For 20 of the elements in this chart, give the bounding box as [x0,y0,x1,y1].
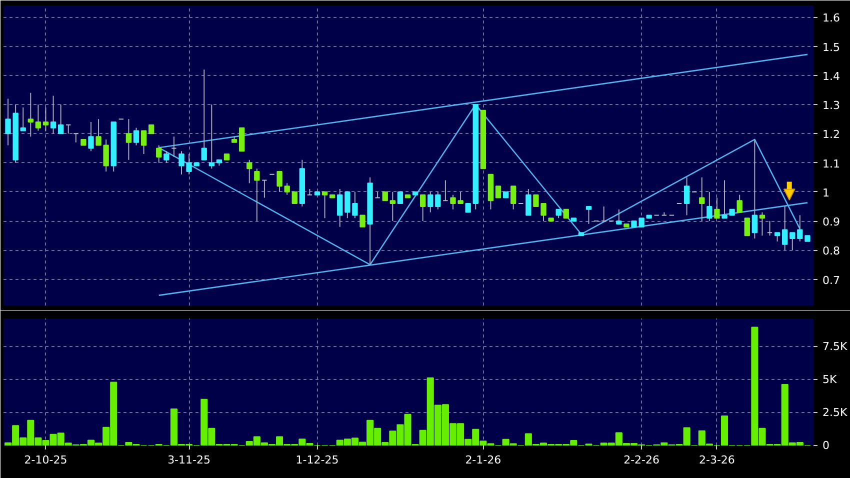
y-tick-label: 2.5K [822,406,848,419]
y-tick-label: 1.3 [822,99,840,112]
x-tick-label: 3-11-25 [168,454,211,466]
y-tick-label: 0 [822,439,830,452]
y-tick-label: 7.5K [822,340,848,353]
y-tick-label: 5K [822,372,838,386]
x-tick-label: 2-3-26 [698,454,735,466]
y-tick-label: 1.4 [822,70,840,83]
y-tick-label: 0.8 [822,244,840,258]
y-tick-label: 1 [822,186,830,200]
y-tick-label: 1.6 [822,12,840,25]
x-tick-label: 1-12-25 [296,454,339,466]
y-tick-label: 0.7 [822,274,840,287]
y-tick-label: 0.9 [822,216,840,229]
y-tick-label: 1.2 [822,128,840,142]
x-tick-label: 2-1-26 [465,454,502,466]
y-tick-label: 1.5 [822,40,840,54]
x-tick-label: 2-10-25 [24,454,68,466]
x-tick-label: 2-2-26 [624,454,660,466]
y-tick-label: 1.1 [822,157,840,170]
